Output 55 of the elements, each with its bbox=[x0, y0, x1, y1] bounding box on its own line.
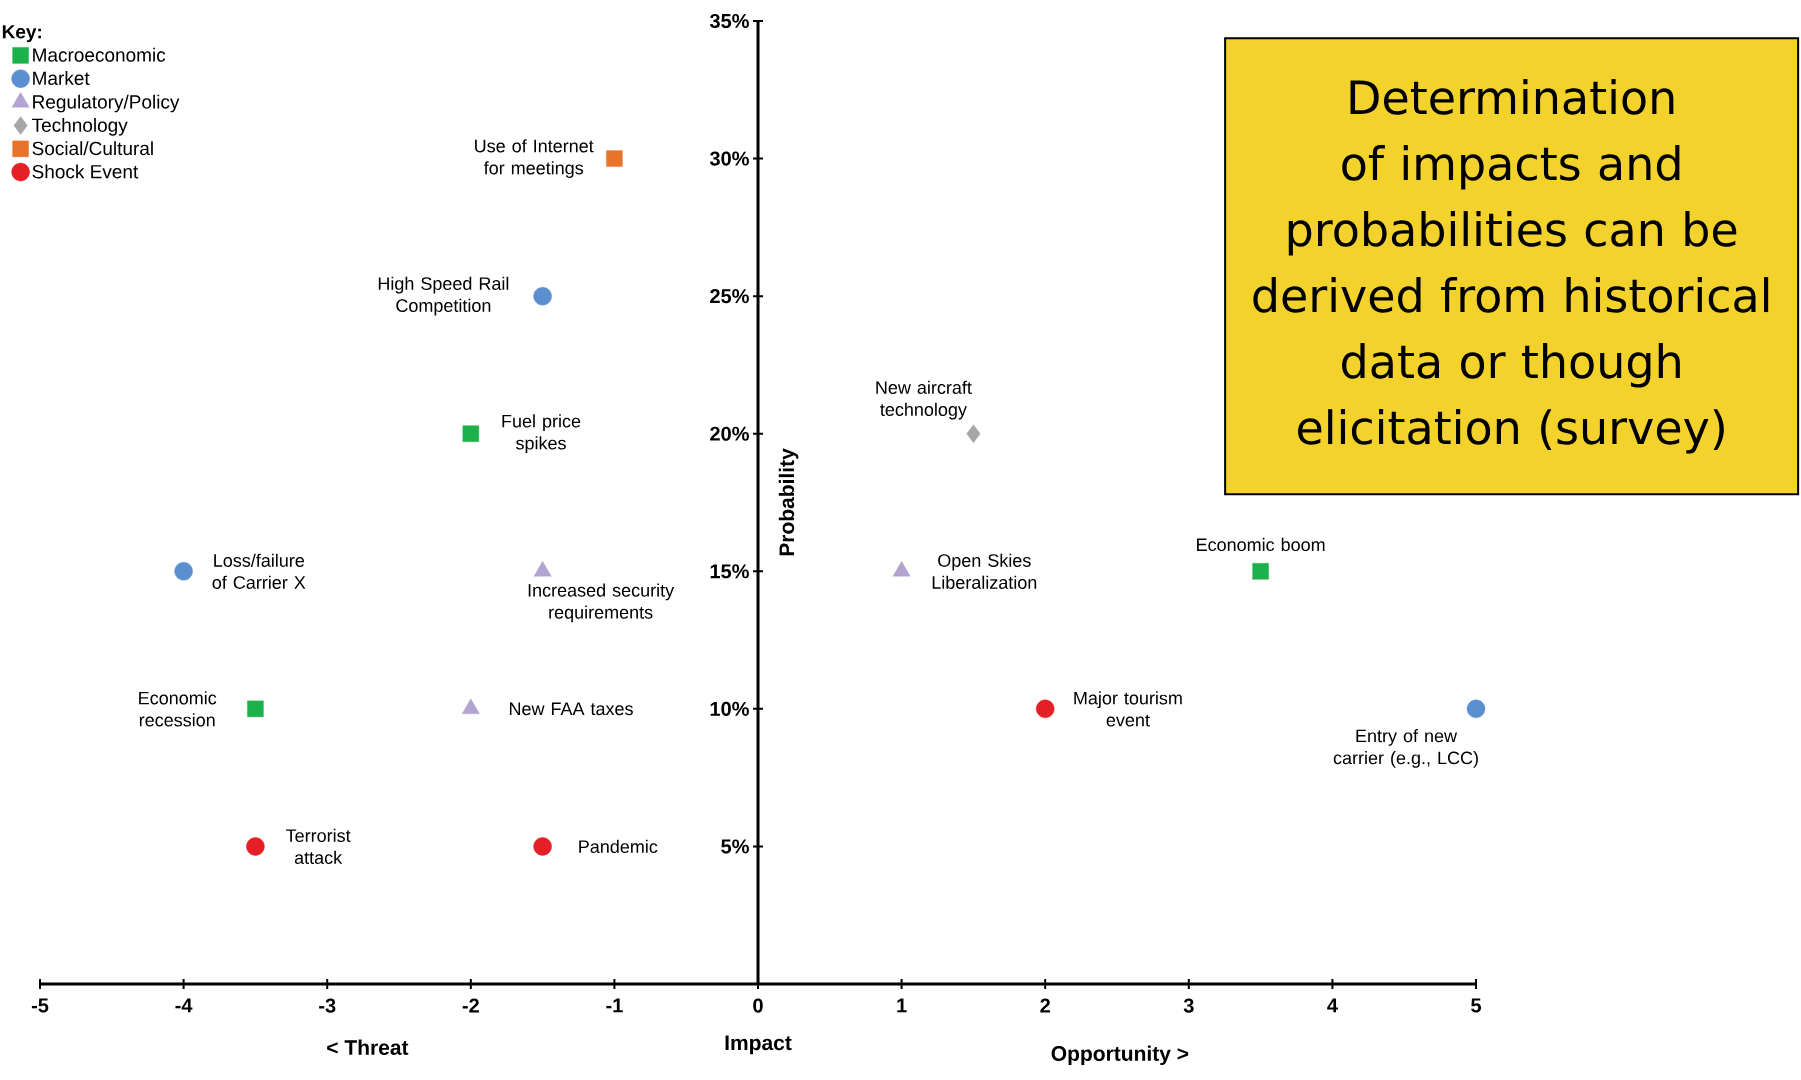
annotation: Determination of impacts and probabilities can be derived from historical data or though elicitation (survey) bbox=[1253, 79, 1769, 454]
x-axis-title: Impact bbox=[725, 1035, 792, 1055]
annotation: Loss/failure of Carrier X bbox=[212, 553, 306, 589]
x-tick-label: 4 bbox=[1327, 998, 1338, 1013]
annotation: Fuel price spikes bbox=[502, 414, 581, 454]
annotation: Major tourism event bbox=[1074, 691, 1182, 727]
point bbox=[1466, 699, 1486, 719]
annotation: Terrorist attack bbox=[286, 828, 351, 865]
legend-label: Technology bbox=[32, 117, 128, 136]
annotation: New aircraft technology bbox=[876, 380, 972, 420]
point bbox=[247, 700, 264, 718]
legend-label: Macroeconomic bbox=[33, 47, 166, 62]
y-tick-label: 5% bbox=[721, 839, 749, 854]
x-tick-label: 0 bbox=[753, 998, 763, 1013]
legend-label: Shock Event bbox=[32, 164, 139, 179]
annotation: Increased security requirements bbox=[528, 583, 675, 623]
point bbox=[533, 837, 552, 856]
point bbox=[462, 425, 480, 442]
annotation: Pandemic bbox=[579, 839, 658, 854]
text: < Threat bbox=[327, 1039, 409, 1055]
x-tick-label: -4 bbox=[175, 998, 193, 1013]
point bbox=[533, 286, 552, 306]
annotation: Economic recession bbox=[139, 691, 217, 727]
y-tick-label: 30% bbox=[709, 151, 749, 166]
y-tick-label: 10% bbox=[710, 701, 749, 716]
annotation: Use of Internet for meetings bbox=[475, 139, 594, 178]
annotation: Entry of new carrier (e.g., LCC) bbox=[1333, 729, 1478, 768]
x-tick-label: 3 bbox=[1183, 998, 1194, 1013]
x-tick-label: 5 bbox=[1471, 998, 1482, 1013]
annotation: Economic boom bbox=[1197, 537, 1325, 552]
point bbox=[1252, 563, 1269, 580]
x-tick-label: 1 bbox=[897, 998, 907, 1013]
y-axis-title: Probability bbox=[778, 448, 799, 556]
y-tick-label: 25% bbox=[710, 289, 749, 304]
point bbox=[1036, 699, 1055, 719]
y-tick-label: 35% bbox=[709, 13, 749, 29]
x-tick-label: -5 bbox=[31, 998, 49, 1013]
annotation: New FAA taxes bbox=[509, 702, 633, 716]
point bbox=[606, 150, 623, 167]
x-tick-label: -2 bbox=[462, 998, 479, 1013]
x-tick-label: -3 bbox=[319, 998, 336, 1013]
legend-label: Social/Cultural bbox=[32, 141, 153, 156]
y-tick-label: 15% bbox=[710, 564, 749, 579]
text: Opportunity > bbox=[1051, 1045, 1189, 1066]
legend-label: Regulatory/Policy bbox=[33, 94, 180, 113]
legend-title: Key: bbox=[2, 25, 41, 43]
annotation: High Speed Rail Competition bbox=[378, 276, 509, 316]
point bbox=[966, 424, 981, 443]
point bbox=[246, 837, 265, 856]
annotation: Open Skies Liberalization bbox=[932, 553, 1037, 589]
y-tick-label: 20% bbox=[710, 426, 749, 441]
legend-label: Market bbox=[33, 71, 90, 85]
point bbox=[174, 562, 193, 581]
x-tick-label: 2 bbox=[1040, 998, 1050, 1013]
x-tick-label: -1 bbox=[606, 998, 623, 1013]
